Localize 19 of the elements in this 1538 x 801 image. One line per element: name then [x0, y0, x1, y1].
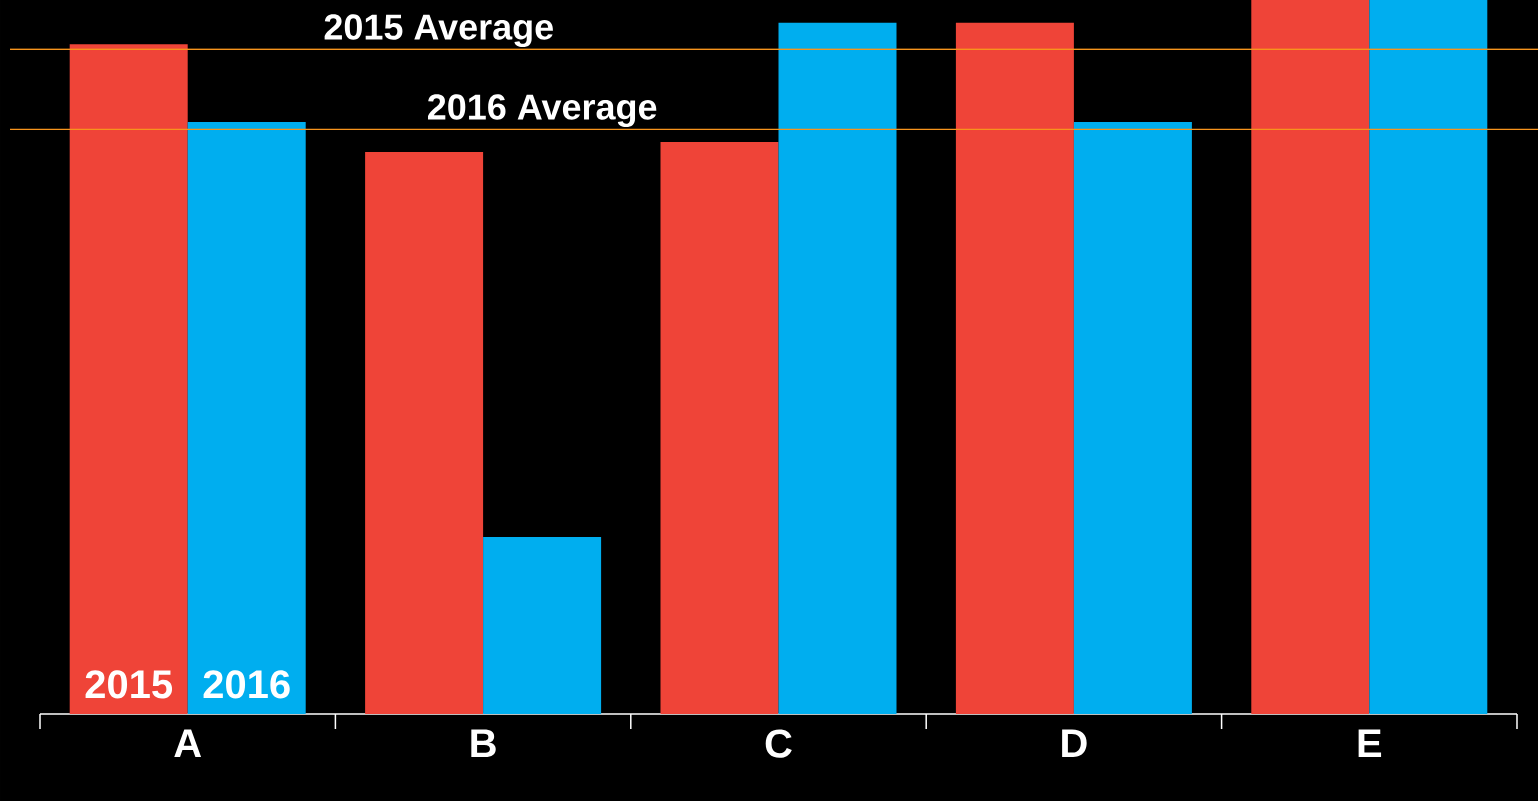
- series-label: 2015: [85, 670, 173, 699]
- bar: [483, 536, 602, 714]
- bar: [365, 152, 484, 714]
- bar: [1369, 0, 1488, 714]
- ref-line-label: 2016 Average: [428, 94, 657, 128]
- x-tick-label: A: [174, 729, 202, 758]
- bar: [660, 142, 779, 714]
- x-tick-label: D: [1062, 729, 1087, 758]
- bar: [69, 44, 188, 714]
- x-tick-label: C: [765, 729, 792, 758]
- bar: [1073, 122, 1192, 714]
- x-tick-label: E: [1358, 729, 1382, 758]
- bar: [187, 122, 306, 714]
- ref-line-label: 2015 Average: [324, 14, 553, 48]
- bar: [778, 22, 897, 714]
- series-label: 2016: [203, 670, 290, 699]
- bar: [955, 22, 1074, 714]
- bar: [1251, 0, 1370, 714]
- x-tick-label: B: [471, 729, 496, 758]
